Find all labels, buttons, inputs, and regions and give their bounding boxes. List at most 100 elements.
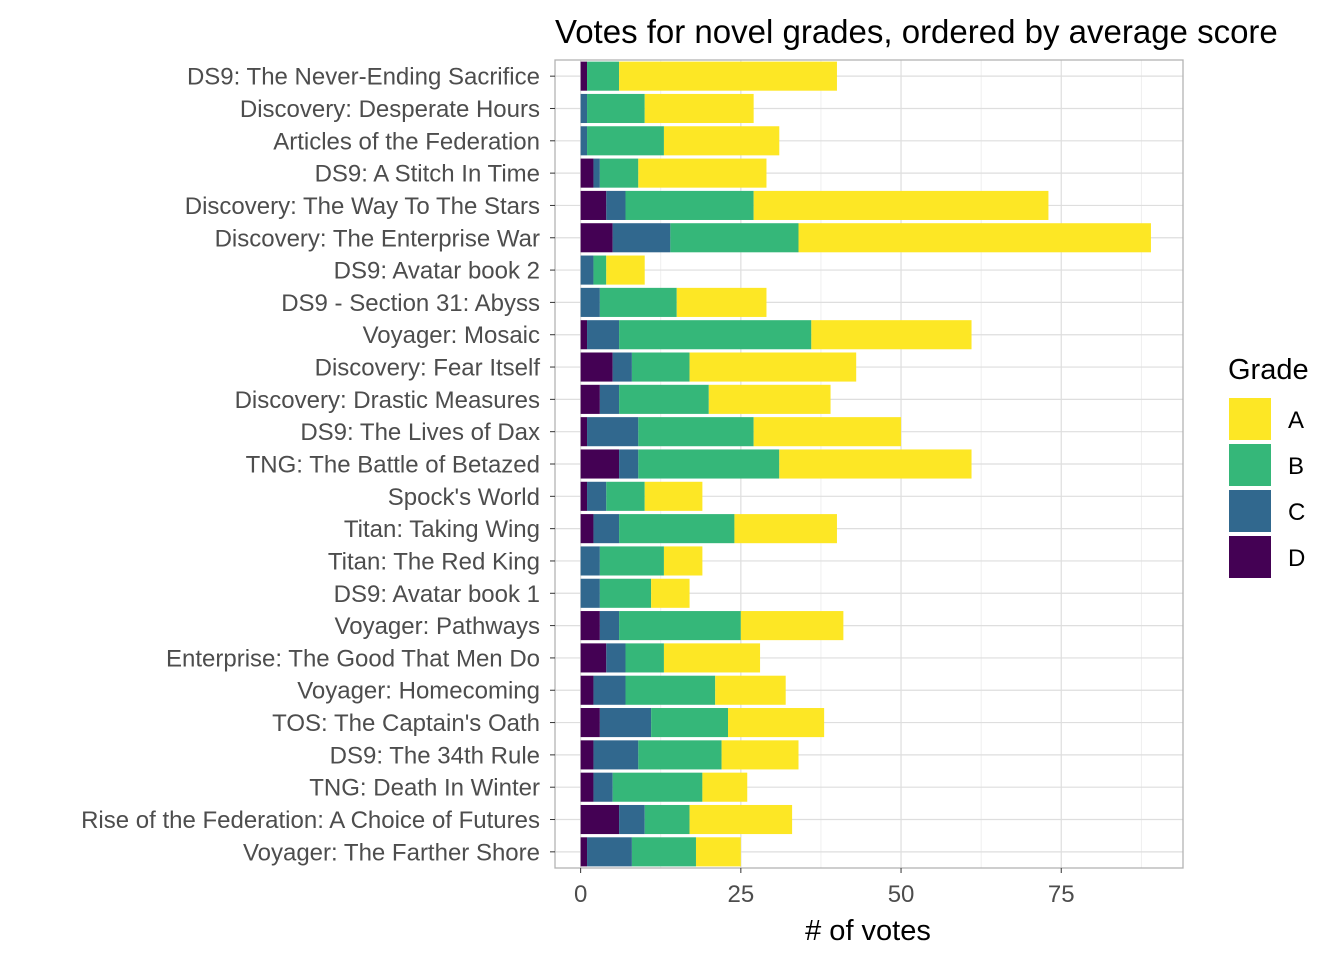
x-axis-ticks: 0 25 50 75 (574, 868, 1075, 908)
category-label: Articles of the Federation (273, 128, 540, 155)
bar-segment-b (619, 320, 812, 350)
x-axis-title: # of votes (805, 915, 931, 947)
bar-segment-d (580, 514, 594, 544)
bar-segment-a (651, 578, 690, 608)
bar-segment-b (606, 481, 645, 511)
bars (580, 61, 1151, 867)
category-label: Voyager: Pathways (335, 613, 540, 640)
bar-segment-a (663, 126, 780, 156)
bar-segment-b (619, 514, 735, 544)
bar-segment-b (625, 643, 664, 673)
bar-segment-c (593, 740, 639, 770)
bar-segment-d (580, 481, 588, 511)
category-label: DS9 - Section 31: Abyss (281, 290, 540, 317)
category-label: Voyager: The Farther Shore (243, 839, 540, 866)
bar-segment-b (619, 384, 709, 414)
bar-segment-d (580, 158, 594, 188)
bar-segment-d (580, 190, 607, 220)
category-label: DS9: The Never-Ending Sacrifice (187, 64, 540, 91)
bar-segment-a (702, 772, 748, 802)
bar-segment-c (606, 643, 626, 673)
chart-title: Votes for novel grades, ordered by avera… (555, 13, 1278, 50)
category-label: DS9: The 34th Rule (330, 742, 540, 769)
bar-segment-d (580, 772, 594, 802)
bar-segment-a (695, 837, 741, 867)
legend-key-a (1229, 398, 1271, 440)
category-label: Rise of the Federation: A Choice of Futu… (81, 807, 540, 834)
bar-segment-a (740, 611, 844, 641)
bar-segment-a (676, 287, 767, 317)
bar-segment-c (593, 514, 620, 544)
category-label: DS9: Avatar book 1 (334, 581, 540, 608)
bar-segment-a (753, 190, 1049, 220)
bar-segment-a (811, 320, 972, 350)
x-tick-label: 50 (888, 881, 915, 908)
bar-segment-a (689, 804, 793, 835)
bar-segment-b (593, 255, 607, 285)
category-label: Discovery: Desperate Hours (240, 96, 540, 123)
bar-segment-a (638, 158, 767, 188)
bar-segment-c (580, 287, 600, 317)
legend-label: C (1288, 499, 1305, 526)
x-tick-label: 25 (727, 881, 754, 908)
bar-segment-a (644, 481, 703, 511)
category-label: Voyager: Homecoming (297, 678, 540, 705)
bar-segment-b (625, 190, 754, 220)
category-label: Spock's World (388, 484, 540, 511)
legend-key-c (1229, 490, 1271, 532)
bar-segment-d (580, 61, 588, 91)
bar-segment-a (606, 255, 645, 285)
bar-segment-b (631, 352, 690, 382)
category-label: Voyager: Mosaic (363, 322, 540, 349)
bar-segment-d (580, 708, 600, 738)
bar-segment-b (638, 740, 722, 770)
bar-segment-d (580, 449, 620, 479)
bar-segment-b (638, 449, 780, 479)
bar-segment-a (779, 449, 972, 479)
bar-segment-c (606, 190, 626, 220)
category-label: Titan: Taking Wing (344, 516, 540, 543)
bar-segment-a (715, 675, 786, 705)
bar-segment-b (599, 287, 677, 317)
category-label: Titan: The Red King (328, 548, 540, 575)
bar-segment-a (619, 61, 837, 91)
bar-segment-c (587, 481, 607, 511)
legend-key-d (1229, 536, 1271, 578)
bar-segment-d (580, 352, 613, 382)
bar-segment-c (587, 837, 632, 867)
bar-segment-c (587, 417, 639, 447)
bar-segment-b (587, 126, 664, 156)
category-label: Discovery: Fear Itself (315, 355, 541, 382)
legend-title: Grade (1228, 354, 1309, 386)
bar-segment-c (599, 708, 652, 738)
category-label: TOS: The Captain's Oath (272, 710, 540, 737)
bar-segment-d (580, 643, 607, 673)
category-label: DS9: The Lives of Dax (300, 419, 540, 446)
bar-segment-b (631, 837, 696, 867)
bar-segment-b (599, 578, 652, 608)
category-labels: DS9: The Never-Ending Sacrifice Discovery… (81, 64, 555, 866)
bar-segment-b (651, 708, 729, 738)
bar-segment-b (587, 61, 620, 91)
bar-segment-d (580, 417, 588, 447)
category-label: DS9: A Stitch In Time (315, 161, 540, 188)
bar-segment-c (593, 772, 613, 802)
bar-segment-d (580, 384, 600, 414)
bar-segment-d (580, 675, 594, 705)
bar-segment-b (625, 675, 716, 705)
bar-segment-b (619, 611, 741, 641)
legend-key-b (1229, 444, 1271, 486)
bar-segment-b (644, 804, 690, 835)
bar-segment-a (663, 546, 703, 576)
bar-segment-c (580, 255, 594, 285)
x-tick-label: 75 (1048, 881, 1075, 908)
category-label: TNG: Death In Winter (309, 775, 540, 802)
bar-segment-c (580, 93, 588, 124)
bar-segment-a (734, 514, 837, 544)
bar-segment-c (599, 611, 620, 641)
bar-segment-c (593, 675, 626, 705)
bar-segment-c (599, 384, 620, 414)
bar-segment-b (670, 223, 799, 253)
bar-segment-c (619, 804, 645, 835)
